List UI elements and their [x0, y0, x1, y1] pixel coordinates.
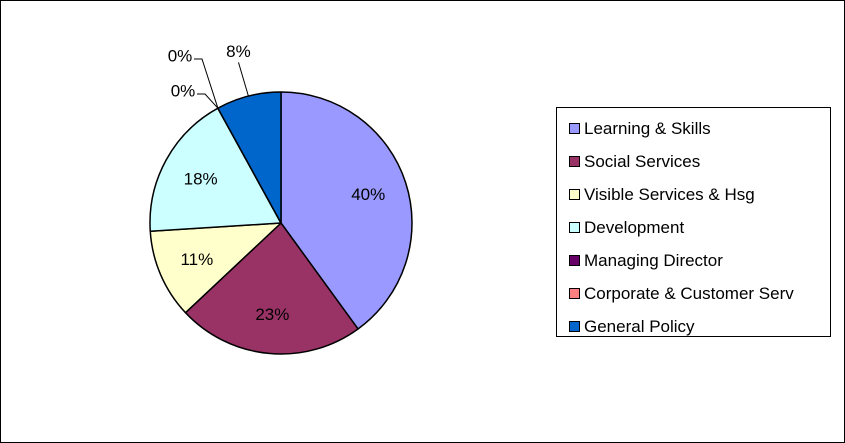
pie-slice-3 — [149, 107, 282, 232]
pie-slice-1 — [184, 222, 359, 355]
legend-swatch-5 — [569, 288, 580, 299]
leader-line-6 — [237, 62, 249, 97]
legend: Learning & Skills Social Services Visible … — [556, 107, 831, 337]
legend-swatch-3 — [569, 222, 580, 233]
legend-swatch-6 — [569, 321, 580, 332]
pie-slice-2 — [149, 222, 282, 314]
legend-label-4: Managing Director — [584, 250, 723, 270]
legend-label-0: Learning & Skills — [584, 118, 711, 138]
leader-lines — [194, 58, 249, 109]
legend-item-6: General Policy — [569, 310, 830, 343]
legend-label-1: Social Services — [584, 151, 701, 171]
legend-item-5: Corporate & Customer Serv — [569, 277, 830, 310]
data-labels: 40% 23% 11% 18% 0% 0% 8% — [168, 42, 386, 324]
legend-label-2: Visible Services & Hsg — [584, 184, 755, 204]
legend-label-6: General Policy — [584, 316, 695, 336]
legend-swatch-1 — [569, 156, 580, 167]
leader-line-5 — [197, 93, 219, 109]
leader-line-4 — [194, 58, 219, 109]
legend-item-1: Social Services — [569, 145, 830, 178]
slice-label-3: 18% — [184, 169, 218, 188]
pie-slice-0 — [280, 91, 413, 330]
legend-label-5: Corporate & Customer Serv — [584, 283, 794, 303]
slice-label-1: 23% — [255, 305, 289, 324]
slice-label-2: 11% — [180, 250, 213, 269]
legend-item-0: Learning & Skills — [569, 112, 830, 145]
legend-swatch-4 — [569, 255, 580, 266]
slice-label-4: 0% — [168, 47, 193, 66]
legend-item-3: Development — [569, 211, 830, 244]
slice-label-0: 40% — [351, 185, 385, 204]
slice-label-5: 0% — [171, 82, 196, 101]
legend-item-4: Managing Director — [569, 244, 830, 277]
legend-item-2: Visible Services & Hsg — [569, 178, 830, 211]
legend-swatch-0 — [569, 123, 580, 134]
legend-swatch-2 — [569, 189, 580, 200]
legend-label-3: Development — [584, 217, 685, 237]
slice-label-6: 8% — [226, 42, 251, 61]
